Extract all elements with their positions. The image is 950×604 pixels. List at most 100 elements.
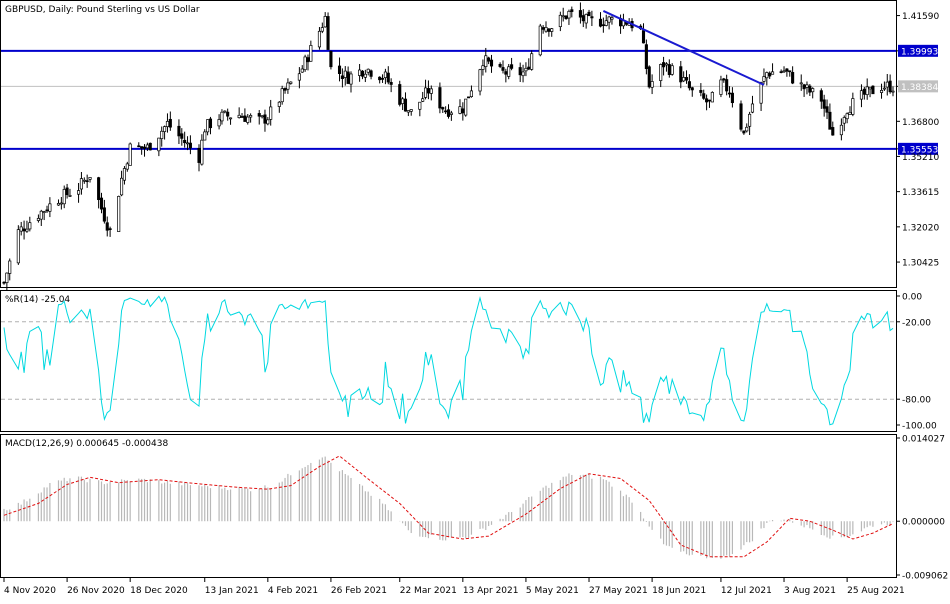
candle-body bbox=[337, 65, 342, 74]
candle-body bbox=[145, 144, 149, 149]
candle bbox=[871, 85, 875, 95]
candle-body bbox=[36, 218, 40, 221]
candle bbox=[667, 59, 671, 78]
candle-body bbox=[56, 203, 61, 206]
candle bbox=[659, 63, 663, 88]
candle bbox=[366, 68, 370, 76]
candle bbox=[243, 108, 247, 122]
candle-body bbox=[544, 27, 548, 32]
candle bbox=[206, 119, 210, 136]
candle-body bbox=[97, 177, 101, 201]
candle-body bbox=[243, 115, 247, 122]
candle-body bbox=[45, 209, 49, 212]
price-tick-label: 1.30425 bbox=[902, 259, 939, 269]
candle bbox=[882, 81, 886, 91]
candle bbox=[386, 66, 390, 85]
axis-layer: 1.41590 1.39993 1.38384 1.36800 1.355531.352… bbox=[3, 12, 948, 596]
candle bbox=[188, 135, 192, 155]
candle-body bbox=[62, 189, 66, 205]
candle bbox=[730, 87, 734, 108]
candle bbox=[538, 23, 542, 57]
candle bbox=[839, 118, 843, 141]
candle bbox=[280, 85, 284, 105]
candle-body bbox=[664, 63, 668, 66]
candle bbox=[670, 63, 674, 76]
candle-body bbox=[538, 25, 542, 56]
candle-body bbox=[346, 71, 350, 84]
candle-body bbox=[398, 84, 402, 105]
candle-body bbox=[730, 92, 734, 104]
candle-body bbox=[303, 56, 307, 71]
price-pane[interactable] bbox=[0, 0, 897, 288]
candle-body bbox=[489, 59, 494, 67]
candle bbox=[441, 106, 445, 113]
candle-body bbox=[882, 87, 886, 90]
candle-body bbox=[441, 107, 445, 110]
candle-body bbox=[464, 98, 468, 116]
candle-body bbox=[891, 90, 895, 93]
price-tick-label: 1.41590 bbox=[902, 12, 939, 22]
candle-body bbox=[839, 124, 843, 136]
candle bbox=[727, 86, 732, 98]
candle bbox=[446, 104, 451, 119]
candle bbox=[802, 83, 806, 97]
williams-r-line bbox=[3, 295, 894, 426]
candle-body bbox=[771, 71, 775, 75]
candle-body bbox=[125, 163, 129, 170]
candle-body bbox=[326, 16, 330, 50]
candle bbox=[424, 79, 428, 100]
candle bbox=[120, 170, 124, 197]
candle-body bbox=[524, 67, 528, 72]
trend-line[interactable] bbox=[602, 10, 765, 86]
candle bbox=[125, 161, 129, 172]
candle-body bbox=[280, 88, 284, 103]
candle bbox=[828, 103, 832, 130]
candle bbox=[165, 113, 170, 133]
candle bbox=[283, 87, 287, 94]
price-series-layer bbox=[1, 2, 896, 291]
candle-body bbox=[707, 99, 712, 102]
candle bbox=[160, 126, 164, 147]
x-tick-label: 27 May 2021 bbox=[589, 586, 648, 596]
candle bbox=[541, 25, 545, 34]
candle-body bbox=[750, 103, 755, 113]
candle-body bbox=[487, 57, 491, 62]
candle bbox=[662, 56, 666, 76]
candle-body bbox=[380, 78, 385, 80]
candle-body bbox=[108, 228, 112, 230]
candle-body bbox=[705, 98, 709, 103]
candle bbox=[547, 28, 551, 37]
candle-body bbox=[142, 146, 147, 149]
candle-body bbox=[180, 133, 184, 139]
candle-body bbox=[309, 45, 313, 62]
candle bbox=[687, 74, 691, 91]
candle-body bbox=[578, 10, 582, 18]
williams-r-tick-label: -80.00 bbox=[902, 396, 931, 406]
candle-body bbox=[851, 98, 855, 115]
candle bbox=[581, 9, 585, 28]
candle bbox=[263, 109, 267, 132]
macd-pane[interactable] bbox=[0, 434, 897, 578]
candle-body bbox=[791, 72, 795, 84]
x-tick-label: 25 Aug 2021 bbox=[847, 586, 905, 596]
candle bbox=[584, 13, 588, 29]
candle-body bbox=[825, 106, 829, 113]
candle bbox=[249, 113, 253, 123]
candle bbox=[68, 188, 72, 197]
candle bbox=[489, 54, 494, 73]
candle bbox=[544, 21, 548, 33]
x-tick-label: 4 Feb 2021 bbox=[268, 586, 318, 596]
candle-body bbox=[79, 178, 83, 190]
candle-body bbox=[16, 229, 20, 264]
price-tick-label: 1.35553 bbox=[901, 145, 938, 155]
candle bbox=[771, 63, 775, 75]
candle bbox=[349, 71, 353, 93]
candle-body bbox=[289, 81, 293, 84]
x-tick-label: 4 Nov 2020 bbox=[4, 586, 56, 596]
candle-body bbox=[727, 92, 732, 95]
candle bbox=[567, 9, 571, 25]
candle-body bbox=[378, 76, 382, 81]
candle-body bbox=[217, 119, 221, 127]
williams-r-pane[interactable] bbox=[0, 290, 897, 432]
